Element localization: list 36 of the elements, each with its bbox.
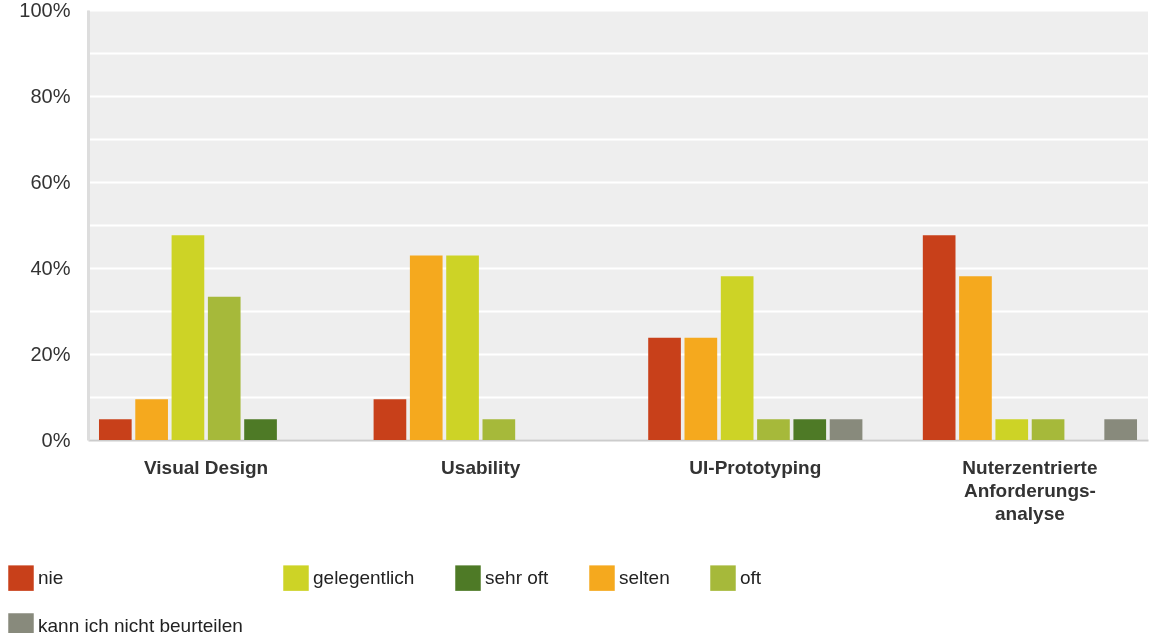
bar (482, 419, 516, 440)
bar (409, 255, 443, 440)
x-tick-label: Usability (441, 456, 521, 478)
bar (922, 235, 956, 440)
bar (207, 296, 241, 440)
legend-label: oft (740, 567, 762, 589)
x-tick-label: Visual Design (143, 456, 269, 478)
y-tick-label: 80% (30, 84, 71, 107)
y-tick-label: 60% (30, 170, 71, 193)
bar (373, 399, 407, 440)
bar (648, 337, 681, 440)
x-tick-label: Nuterzentrierte Anforderungs-analyse (962, 456, 1098, 524)
y-tick-label: 20% (30, 342, 71, 365)
y-tick-label: 100% (19, 0, 71, 21)
bar (684, 337, 718, 440)
bar (171, 235, 205, 440)
legend-label: kann ich nicht beurteilen (38, 615, 243, 633)
legend-label: gelegentlich (313, 567, 415, 589)
legend-label: selten (619, 567, 670, 589)
bar (829, 419, 863, 440)
bar (135, 399, 168, 440)
bar (1031, 419, 1065, 440)
bar (757, 419, 790, 440)
x-tick-label: UI-Prototyping (689, 456, 822, 478)
legend-label: sehr oft (485, 567, 550, 589)
y-tick-label: 40% (30, 256, 71, 279)
bar (244, 419, 277, 440)
bar (98, 419, 132, 440)
y-tick-label: 0% (41, 428, 71, 451)
legend-label: nie (38, 567, 64, 589)
bar (793, 419, 827, 440)
bar (995, 419, 1029, 440)
bar (446, 255, 479, 440)
bar (959, 276, 992, 440)
bar (720, 276, 754, 440)
bar (1104, 419, 1138, 440)
